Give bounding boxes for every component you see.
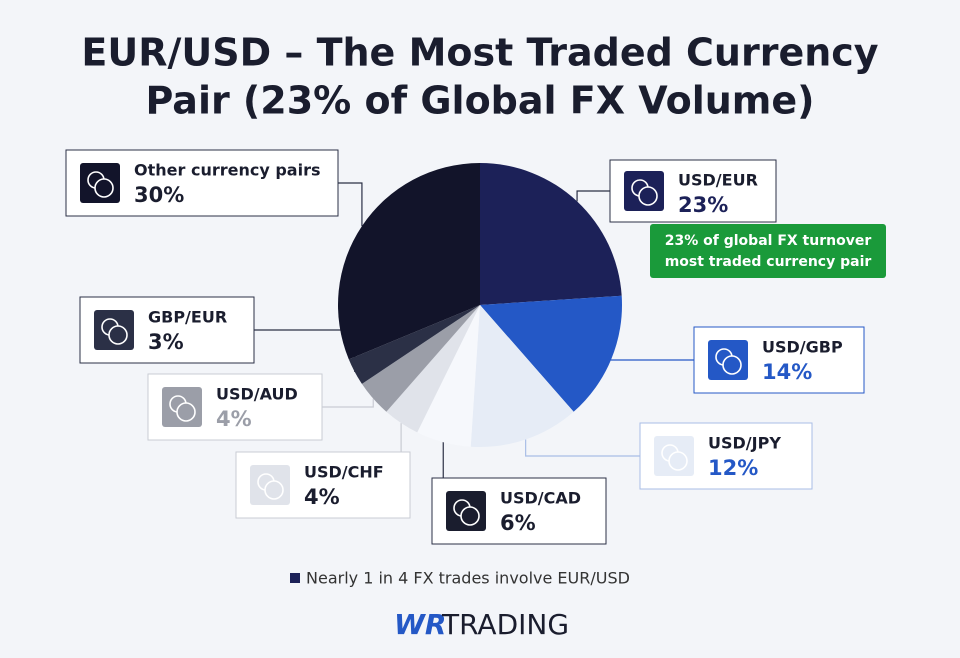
- pie-slice: [348, 305, 480, 384]
- value-label: 6%: [500, 511, 536, 535]
- pie-slice: [417, 305, 480, 447]
- icon: [638, 186, 658, 206]
- leader-line: [576, 190, 610, 202]
- value-label: 30%: [134, 183, 184, 207]
- annotation-box: [650, 224, 886, 278]
- pie-slice: [480, 295, 622, 412]
- category-label: USD/AUD: [216, 385, 298, 404]
- leader-line: [338, 182, 363, 227]
- leader-line: [610, 359, 694, 361]
- pie-slice: [338, 163, 480, 360]
- icon: [722, 355, 742, 375]
- leader-line: [254, 329, 356, 372]
- icon: [94, 178, 114, 198]
- label-box: [693, 326, 865, 394]
- icon: [460, 506, 480, 526]
- leader-line: [525, 439, 640, 457]
- brand-name: TRADING: [441, 608, 569, 641]
- value-label: 14%: [762, 360, 812, 384]
- icon: [668, 451, 688, 471]
- icon: [264, 480, 284, 500]
- value-label: 3%: [148, 330, 184, 354]
- annotation: most traded currency pair: [665, 254, 872, 270]
- icon: [176, 402, 196, 422]
- annotation: 23% of global FX turnover: [665, 233, 872, 249]
- leader-line: [322, 398, 374, 408]
- value-label: 12%: [708, 456, 758, 480]
- category-label: USD/EUR: [678, 171, 758, 190]
- pie-slice: [361, 305, 480, 412]
- category-label: USD/GBP: [762, 338, 843, 357]
- category-label: USD/JPY: [708, 434, 781, 453]
- category-label: Other currency pairs: [134, 161, 320, 180]
- pie-slice: [470, 305, 574, 447]
- value-label: 23%: [678, 193, 728, 217]
- category-label: USD/CAD: [500, 489, 581, 508]
- value-label: 4%: [216, 407, 252, 431]
- pie-slice: [386, 305, 480, 433]
- footnote: Nearly 1 in 4 FX trades involve EUR/USD: [306, 569, 630, 588]
- chart-title: Pair (23% of Global FX Volume): [145, 79, 814, 123]
- category-label: USD/CHF: [304, 463, 384, 482]
- pie-slice: [480, 163, 622, 305]
- icon: [108, 325, 128, 345]
- footnote-bullet: [290, 573, 300, 583]
- chart-title: EUR/USD – The Most Traded Currency: [81, 31, 878, 75]
- category-label: GBP/EUR: [148, 308, 227, 327]
- value-label: 4%: [304, 485, 340, 509]
- brand-mark: WR: [394, 608, 446, 641]
